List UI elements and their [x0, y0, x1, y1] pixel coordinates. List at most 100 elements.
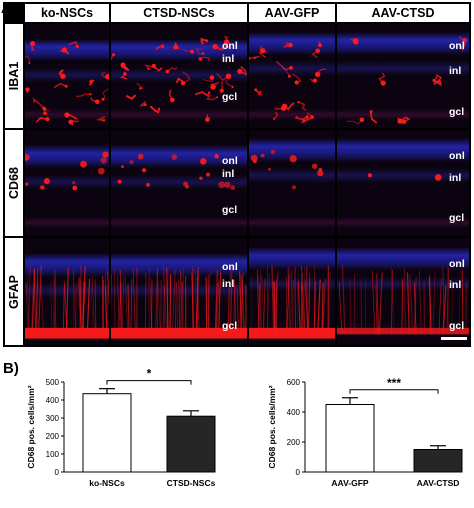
stain-overlay [249, 264, 335, 339]
microglia-process [32, 97, 45, 110]
column-header-ko-nscs: ko-NSCs [25, 4, 109, 22]
microglia-process [370, 111, 378, 124]
microglia-process [216, 72, 229, 82]
microglia-process [119, 73, 128, 80]
microglia-cell [143, 103, 147, 106]
layer-label-gcl-row3-right: gcl [449, 320, 465, 332]
row-label-cd68: CD68 [7, 167, 21, 199]
muller-glia-fiber [227, 283, 230, 335]
inl-band [25, 174, 109, 190]
y-tick-label: 400 [287, 408, 301, 417]
gcl-band [111, 216, 247, 228]
muller-glia-fiber [216, 281, 219, 335]
muller-glia-fiber [290, 269, 293, 335]
muller-glia-fiber [176, 279, 179, 335]
cd68-cell [270, 149, 276, 155]
muller-glia-fiber [300, 265, 304, 335]
significance-bracket [106, 380, 192, 385]
microglia-cell [95, 99, 100, 105]
muller-glia-fiber [148, 275, 150, 335]
inl-band [249, 168, 335, 183]
y-axis-label: CD68 pos. cells/mm² [267, 385, 277, 468]
layer-label-gcl-row2: gcl [222, 204, 238, 216]
muller-glia-fiber [73, 271, 77, 335]
microglia-process [35, 116, 48, 123]
muller-glia-fiber [104, 285, 108, 335]
y-tick-label: 300 [46, 414, 60, 423]
microglia-cell [225, 73, 232, 80]
microglia-process [273, 111, 279, 120]
micrograph-cd68-ko-nscs [25, 130, 109, 236]
microglia-cell [310, 115, 314, 119]
muller-glia-fiber [338, 281, 343, 335]
microglia-process [294, 115, 308, 121]
muller-glia-fiber [341, 265, 346, 335]
layer-label-onl-row3: onl [222, 261, 238, 273]
cd68-cell [311, 163, 318, 169]
muller-glia-fiber [120, 282, 123, 335]
muller-glia-fiber [207, 270, 211, 335]
cd68-cell [250, 154, 258, 162]
microglia-cell [170, 97, 175, 103]
gfap-endfeet-band [337, 327, 469, 335]
muller-glia-fiber [461, 269, 464, 335]
micrograph-cd68-ctsd-nscs [111, 130, 247, 236]
microglia-cell [68, 119, 74, 125]
muller-glia-fiber [451, 281, 454, 335]
muller-glia-fiber [229, 275, 231, 335]
microglia-cell [123, 72, 127, 76]
muller-glia-fiber [256, 268, 260, 335]
microglia-cell [147, 67, 150, 71]
significance-marker: * [147, 367, 152, 381]
microglia-cell [205, 117, 210, 122]
muller-glia-fiber [232, 284, 236, 335]
cd68-cell [146, 183, 150, 187]
category-label: CTSD-NSCs [167, 478, 216, 488]
muller-glia-fiber [234, 279, 237, 335]
muller-glia-fiber [35, 276, 39, 335]
muller-glia-fiber [313, 281, 316, 335]
microglia-cell [231, 85, 234, 88]
scale-bar [441, 337, 467, 340]
cd68-cell [289, 155, 297, 163]
muller-glia-fiber [162, 286, 165, 335]
microglia-cell [173, 45, 178, 50]
chart-aav-svg: 0 200 400 600 CD68 pos. cells/mm² AAV-GFP AAV-… [267, 376, 463, 488]
microglia-process [275, 60, 292, 71]
microglia-cell [287, 74, 291, 78]
bar-ctsd-nscs [166, 415, 216, 473]
muller-glia-fiber [266, 274, 270, 335]
gcl-band [337, 216, 469, 228]
stain-overlay [250, 149, 324, 190]
onl-band [111, 252, 247, 277]
microglia-cell [237, 68, 243, 75]
column-header-ctsd-nscs: CTSD-NSCs [111, 4, 247, 22]
significance-marker: *** [387, 376, 401, 390]
muller-glia-fiber [175, 281, 177, 335]
muller-glia-fiber [391, 269, 393, 335]
muller-glia-fiber [166, 267, 169, 335]
cd68-cell [171, 154, 178, 160]
microglia-cell [281, 105, 287, 111]
microglia-cell [260, 49, 265, 54]
muller-glia-fiber [438, 277, 442, 335]
y-tick-label: 200 [46, 432, 60, 441]
microglia-cell [315, 71, 321, 78]
muller-glia-fiber [195, 266, 199, 335]
cd68-cell [121, 165, 124, 169]
microglia-process [153, 65, 163, 72]
muller-glia-fiber [446, 265, 450, 335]
microglia-cell [216, 96, 219, 99]
muller-glia-fiber [182, 281, 185, 335]
onl-band [25, 252, 109, 277]
y-tick-label: 600 [287, 378, 301, 387]
cd68-cell [72, 181, 76, 185]
muller-glia-fiber [179, 282, 183, 335]
microglia-process [25, 55, 30, 63]
muller-glia-fiber [50, 281, 52, 335]
cd68-cell [214, 153, 219, 159]
microglia-process [102, 88, 109, 100]
microglia-cell [150, 105, 153, 109]
stain-overlay [347, 35, 467, 125]
cd68-cell [100, 157, 107, 164]
